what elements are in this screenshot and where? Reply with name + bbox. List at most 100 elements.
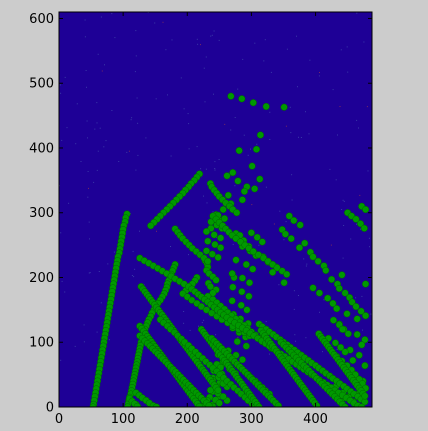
data-point	[247, 229, 255, 237]
noise-speck	[87, 196, 89, 198]
data-point	[349, 356, 357, 364]
noise-speck	[234, 185, 236, 187]
noise-speck	[294, 334, 296, 336]
noise-speck	[201, 322, 203, 324]
noise-speck	[347, 71, 349, 73]
noise-speck	[214, 168, 216, 169]
noise-speck	[197, 43, 199, 45]
noise-speck	[363, 41, 365, 43]
data-point	[333, 305, 341, 313]
noise-speck	[154, 22, 156, 24]
noise-speck	[342, 199, 344, 201]
noise-speck	[180, 77, 182, 79]
data-point	[224, 191, 232, 199]
noise-speck	[137, 122, 139, 124]
noise-speck	[305, 337, 307, 339]
noise-speck	[76, 103, 78, 105]
data-points	[89, 92, 370, 407]
data-point	[356, 220, 365, 228]
noise-speck	[306, 263, 308, 265]
noise-speck	[167, 94, 168, 96]
noise-speck	[290, 132, 292, 134]
data-point	[358, 341, 366, 349]
noise-speck	[322, 351, 323, 353]
data-point	[315, 289, 323, 297]
noise-speck	[187, 113, 189, 115]
noise-speck	[367, 170, 369, 172]
noise-speck	[139, 230, 140, 232]
noise-speck	[101, 70, 103, 72]
noise-speck	[205, 56, 207, 58]
noise-speck	[113, 251, 115, 253]
noise-speck	[134, 71, 136, 73]
noise-speck	[60, 359, 62, 361]
noise-speck	[263, 60, 265, 62]
data-point	[219, 205, 227, 214]
data-point	[242, 260, 250, 269]
data-point	[212, 276, 220, 284]
noise-speck	[358, 127, 359, 129]
noise-speck	[211, 34, 213, 36]
data-point	[360, 224, 368, 232]
data-point	[238, 196, 246, 204]
noise-speck	[96, 331, 98, 333]
noise-speck	[203, 319, 205, 321]
noise-speck	[93, 181, 95, 183]
data-point	[280, 279, 288, 287]
noise-speck	[285, 125, 287, 127]
data-point	[290, 216, 298, 225]
noise-speck	[196, 38, 198, 40]
data-point	[329, 299, 337, 307]
noise-speck	[103, 146, 105, 148]
y-tick-label: 200	[29, 271, 54, 286]
data-point	[240, 187, 248, 195]
data-point	[232, 256, 240, 264]
noise-speck	[96, 122, 98, 124]
data-point	[188, 296, 196, 304]
data-point	[338, 271, 346, 279]
data-point	[269, 268, 277, 276]
noise-speck	[214, 169, 216, 171]
data-point	[361, 392, 369, 400]
data-point	[204, 237, 212, 245]
noise-speck	[89, 238, 90, 240]
noise-speck	[162, 21, 164, 23]
x-tick-label: 100	[111, 412, 136, 427]
data-point	[202, 306, 211, 314]
noise-speck	[61, 139, 63, 141]
noise-speck	[165, 49, 167, 51]
noise-speck	[291, 174, 293, 176]
noise-speck	[188, 148, 190, 150]
noise-speck	[86, 120, 88, 122]
noise-speck	[183, 311, 185, 312]
data-point	[227, 92, 235, 100]
noise-speck	[319, 72, 320, 73]
noise-speck	[214, 161, 216, 163]
noise-speck	[289, 106, 291, 108]
data-point	[296, 221, 304, 229]
noise-speck	[75, 143, 77, 145]
x-tick-label: 0	[55, 412, 63, 427]
noise-speck	[135, 169, 137, 171]
data-point	[362, 312, 370, 320]
data-point	[214, 386, 222, 394]
noise-speck	[156, 230, 157, 232]
noise-speck	[370, 313, 372, 315]
noise-speck	[293, 290, 295, 292]
noise-speck	[100, 302, 102, 304]
noise-speck	[97, 53, 99, 55]
data-point	[256, 131, 264, 139]
noise-speck	[369, 246, 370, 248]
noise-speck	[128, 150, 130, 152]
noise-speck	[215, 334, 217, 336]
noise-speck	[135, 55, 137, 57]
data-point	[301, 239, 309, 247]
noise-speck	[107, 263, 109, 265]
noise-speck	[237, 336, 239, 338]
noise-speck	[170, 155, 172, 157]
noise-speck	[111, 13, 113, 15]
noise-speck	[237, 88, 239, 90]
data-point	[245, 279, 254, 287]
data-point	[235, 147, 243, 155]
noise-speck	[243, 134, 245, 136]
